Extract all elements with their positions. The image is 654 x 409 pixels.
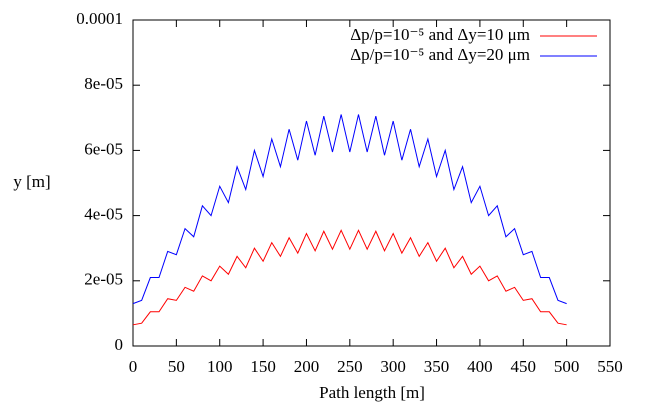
y-tick-label: 4e-05 — [84, 205, 123, 224]
y-tick-label: 8e-05 — [84, 74, 123, 93]
y-tick-label: 2e-05 — [84, 270, 123, 289]
x-tick-label: 250 — [337, 357, 363, 376]
x-tick-label: 200 — [294, 357, 320, 376]
x-tick-label: 450 — [511, 357, 537, 376]
x-tick-label: 500 — [554, 357, 580, 376]
series-line — [132, 229, 567, 326]
x-tick-label: 550 — [597, 357, 623, 376]
legend-label: Δp/p=10⁻⁵ and Δy=20 μm — [350, 45, 530, 64]
series-line — [132, 114, 567, 305]
y-axis-label: y [m] — [13, 172, 50, 191]
x-tick-label: 100 — [207, 357, 233, 376]
x-tick-label: 50 — [168, 357, 185, 376]
x-tick-label: 350 — [424, 357, 450, 376]
y-tick-label: 0 — [115, 335, 124, 354]
x-tick-label: 300 — [380, 357, 406, 376]
y-tick-label: 0.0001 — [76, 9, 123, 28]
x-tick-label: 400 — [467, 357, 493, 376]
x-axis-label: Path length [m] — [319, 383, 425, 402]
legend-label: Δp/p=10⁻⁵ and Δy=10 μm — [350, 25, 530, 44]
y-tick-label: 6e-05 — [84, 139, 123, 158]
x-tick-label: 150 — [250, 357, 276, 376]
x-tick-label: 0 — [129, 357, 138, 376]
plot-border — [132, 19, 611, 347]
